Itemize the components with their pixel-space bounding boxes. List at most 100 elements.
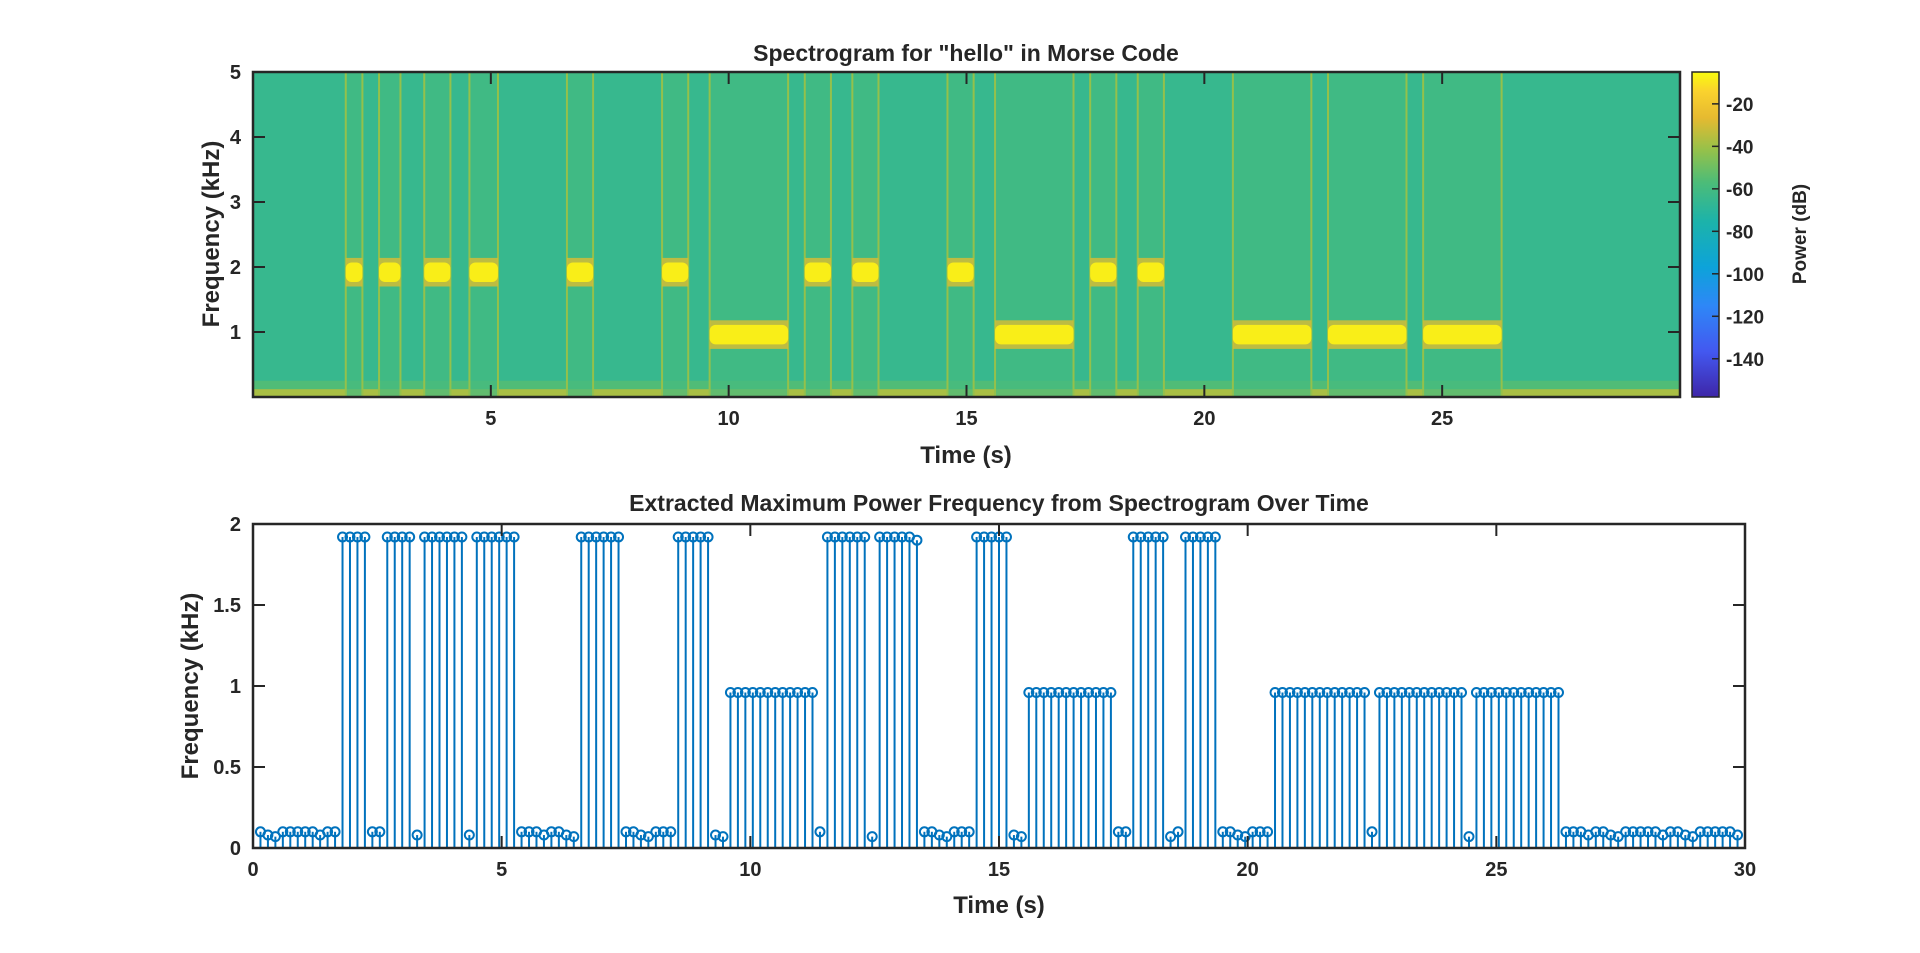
- stem-marker: [710, 829, 722, 841]
- stem-marker: [956, 826, 968, 838]
- y-tick-label: 2: [230, 514, 241, 536]
- stem-marker: [351, 531, 363, 543]
- y-tick-label: 3: [230, 192, 241, 214]
- tone-leakage-column: [1137, 72, 1164, 397]
- stem-marker: [1306, 686, 1318, 698]
- stem-marker: [1411, 686, 1423, 698]
- spectrogram-panel: 5 10 15 20 25 1 2 3 4 5 Spectrogram for "hello" i…: [198, 40, 1682, 469]
- stem-marker: [732, 686, 744, 698]
- stem-marker: [1388, 686, 1400, 698]
- stem-marker: [1344, 686, 1356, 698]
- y-tick-label: 1.5: [213, 595, 241, 617]
- stem-marker: [1180, 531, 1191, 543]
- stem-marker: [814, 826, 826, 838]
- stem-marker: [1627, 826, 1639, 838]
- tone-stripe-1: [379, 262, 401, 282]
- stem-marker: [1567, 826, 1579, 838]
- stem-marker: [1470, 686, 1482, 698]
- stem-marker: [1194, 531, 1206, 543]
- stem-marker: [1508, 686, 1520, 698]
- stem-marker: [702, 531, 714, 543]
- y-tick-label: 0: [230, 838, 241, 860]
- stem-marker: [598, 531, 610, 543]
- stem-marker: [792, 686, 804, 698]
- stem-marker: [657, 826, 669, 838]
- stem-marker: [836, 531, 848, 543]
- stem-marker: [411, 829, 423, 841]
- stem-marker: [366, 826, 378, 838]
- stem-marker: [851, 531, 863, 543]
- stem-marker: [1053, 686, 1065, 698]
- x-tick-label: 10: [739, 859, 761, 881]
- stem-marker: [620, 826, 632, 838]
- stem-marker: [739, 686, 751, 698]
- y-tick-label: 1: [230, 322, 241, 344]
- spectrogram-axes-box: [251, 70, 1682, 399]
- stem-marker: [807, 686, 818, 698]
- tone-stripe-7: [804, 262, 831, 282]
- stem-marker: [948, 826, 960, 838]
- stem-marker: [478, 531, 490, 543]
- tone-leakage-column: [379, 72, 401, 397]
- y-tick-label: 1: [230, 676, 241, 698]
- colorbar-tick-label: -120: [1726, 307, 1764, 328]
- x-tick-label: 15: [955, 408, 977, 430]
- stem-ticks: 0 5 10 15 20 25 30 0 0.5 1 1.5 2: [213, 514, 1756, 881]
- stem-marker: [1127, 531, 1139, 543]
- stem-marker: [784, 686, 796, 698]
- stem-marker: [560, 829, 572, 841]
- stem-marker: [1418, 686, 1430, 698]
- stem-marker: [590, 531, 602, 543]
- tone-stripe-5: [662, 262, 689, 282]
- stem-marker: [1448, 686, 1460, 698]
- stem-marker: [747, 686, 759, 698]
- x-tick-label: 20: [1193, 408, 1215, 430]
- stem-marker: [650, 826, 662, 838]
- stem-marker: [1239, 831, 1251, 843]
- stem-marker: [866, 831, 878, 843]
- stem-marker: [1381, 686, 1393, 698]
- tone-stripe-14: [1328, 324, 1407, 345]
- stem-marker: [1717, 826, 1729, 838]
- stem-marker: [1232, 829, 1244, 841]
- tone-leakage-column: [566, 72, 594, 397]
- colorbar-tick-label: -20: [1726, 95, 1753, 116]
- stem-marker: [754, 686, 766, 698]
- stem-marker: [762, 686, 774, 698]
- stem-marker: [277, 826, 289, 838]
- stem-marker: [329, 826, 341, 838]
- stem-marker: [1709, 826, 1721, 838]
- stem-marker: [441, 531, 453, 543]
- x-tick-label: 5: [485, 408, 496, 430]
- stem-marker: [829, 531, 841, 543]
- x-tick-label: 5: [496, 859, 507, 881]
- tone-leakage-column: [852, 72, 879, 397]
- stem-marker: [1530, 686, 1542, 698]
- stem-marker: [896, 531, 908, 543]
- stem-marker: [859, 531, 871, 543]
- stem-marker: [1664, 826, 1676, 838]
- stem-marker: [933, 829, 945, 841]
- stem-marker: [971, 531, 983, 543]
- stem-marker: [911, 534, 923, 546]
- stem-marker: [1373, 686, 1385, 698]
- stem-marker: [635, 829, 647, 841]
- stem-marker: [1075, 686, 1087, 698]
- x-tick-label: 20: [1237, 859, 1259, 881]
- stem-marker: [456, 531, 468, 543]
- stem-marker: [1635, 826, 1647, 838]
- stem-marker: [1097, 686, 1109, 698]
- stem-marker: [1314, 686, 1326, 698]
- tone-stripe-15: [1423, 324, 1502, 345]
- stem-marker: [1329, 686, 1341, 698]
- tone-leakage-column: [804, 72, 831, 397]
- tone-leakage-column: [424, 72, 451, 397]
- stem-marker: [1426, 686, 1438, 698]
- stem-marker: [299, 826, 311, 838]
- stem-marker: [1060, 686, 1072, 698]
- stem-marker: [963, 826, 975, 838]
- stem-title: Extracted Maximum Power Frequency from S…: [629, 490, 1369, 516]
- stem-marker: [1142, 531, 1154, 543]
- stem-marker: [1105, 686, 1117, 698]
